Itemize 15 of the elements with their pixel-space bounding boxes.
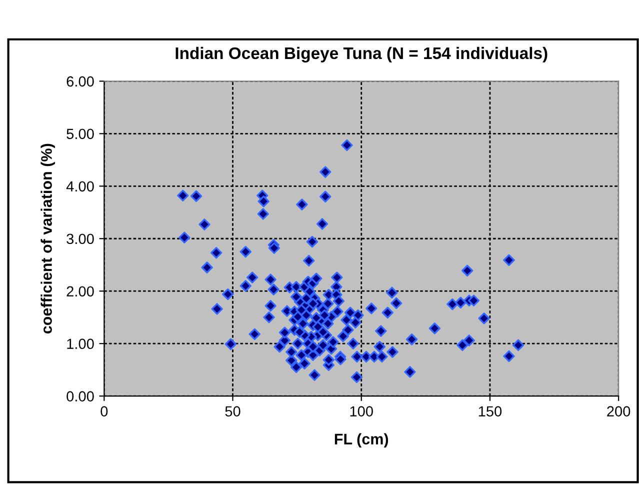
x-tick-label: 200 <box>607 406 630 416</box>
x-axis-title: FL (cm) <box>334 433 388 448</box>
y-tick-label: 5.00 <box>66 128 94 140</box>
y-tick-label: 6.00 <box>66 76 94 87</box>
x-tick-label: 50 <box>225 406 240 416</box>
chart-title: Indian Ocean Bigeye Tuna (N = 154 individuals) <box>176 46 548 62</box>
y-axis-title: coefficient of variation (%) <box>40 144 55 334</box>
y-tick-label: 3.00 <box>66 234 94 244</box>
y-tick-label: 4.00 <box>66 181 94 192</box>
x-tick-label: 100 <box>350 406 373 416</box>
x-tick-label: 150 <box>478 406 502 416</box>
x-tick-label: 0 <box>100 406 108 416</box>
y-tick-label: 0.00 <box>66 391 94 402</box>
y-tick-label: 1.00 <box>67 338 94 350</box>
y-tick-label: 2.00 <box>66 286 94 297</box>
